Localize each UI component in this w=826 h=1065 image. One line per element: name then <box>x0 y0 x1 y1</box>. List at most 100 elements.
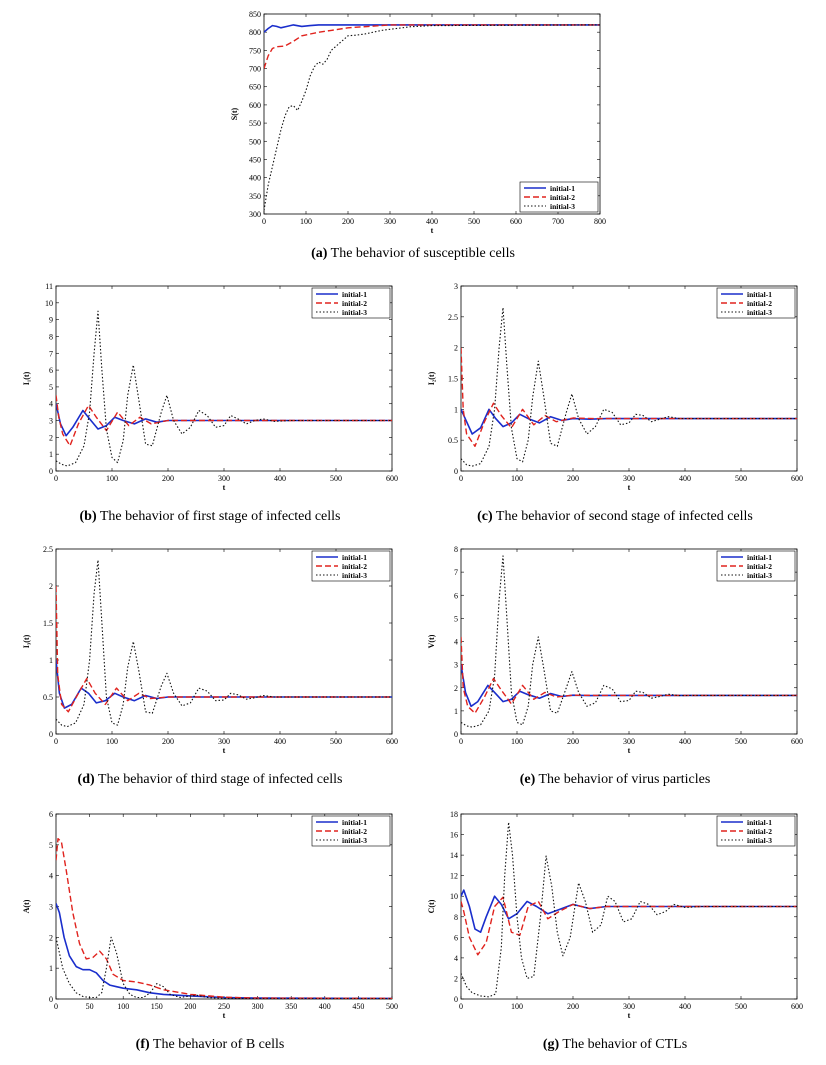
chart-b-ytick-label: 0 <box>49 467 53 476</box>
chart-c-series-initial-1 <box>461 408 797 435</box>
caption-e-text: The behavior of virus particles <box>538 772 711 787</box>
chart-a-xtick-label: 800 <box>594 217 606 226</box>
chart-d-xtick-label: 400 <box>274 737 286 746</box>
chart-e-xtick-label: 200 <box>567 737 579 746</box>
chart-g-xtick-label: 500 <box>735 1002 747 1011</box>
chart-c-xtick-label: 0 <box>459 474 463 483</box>
chart-e-xtick-label: 600 <box>791 737 803 746</box>
chart-g-ytick-label: 8 <box>454 913 458 922</box>
chart-b-ytick-label: 5 <box>49 383 53 392</box>
chart-g-ylabel: C(t) <box>427 899 436 913</box>
chart-a-svg: 0 100 200 300 400 500 600 700 800 300 350 400 450 500… <box>230 10 606 235</box>
chart-a-ytick-label: 800 <box>249 28 261 37</box>
chart-a-xtick-label: 500 <box>468 217 480 226</box>
chart-g-ytick-label: 10 <box>450 892 458 901</box>
caption-e-tag: (e) <box>519 772 536 787</box>
chart-f-xtick-label: 400 <box>319 1002 331 1011</box>
chart-c-xtick-label: 400 <box>679 474 691 483</box>
chart-b-ylabel: I₁(t) <box>22 371 31 385</box>
chart-d-ytick-label: 1.5 <box>43 619 53 628</box>
chart-a-ytick-label: 300 <box>249 210 261 219</box>
chart-b-ytick-label: 7 <box>49 349 53 358</box>
chart-g-xtick-label: 0 <box>459 1002 463 1011</box>
chart-g-ytick-label: 14 <box>450 851 458 860</box>
chart-b-ytick-label: 10 <box>45 299 53 308</box>
chart-d-ytick-label: 2 <box>49 582 53 591</box>
chart-c-ytick-label: 0 <box>454 467 458 476</box>
chart-d-series-initial-1 <box>56 659 392 709</box>
chart-b-ytick-label: 4 <box>49 400 53 409</box>
chart-e-ylabel: V(t) <box>427 634 436 648</box>
chart-panel-b: 0 100 200 300 400 500 600 0 1 2 3 4 5 6 7 8 9 10 11 t I₁(t) i… <box>20 280 400 495</box>
chart-f-xlabel: t <box>223 1011 226 1020</box>
chart-g-legend-label-initial-1: initial-1 <box>747 818 772 827</box>
chart-f-legend-label-initial-1: initial-1 <box>342 818 367 827</box>
caption-c: (c) The behavior of second stage of infe… <box>415 509 815 525</box>
caption-d-tag: (d) <box>77 772 95 787</box>
chart-a-xlabel: t <box>431 226 434 235</box>
chart-f-xtick-label: 200 <box>184 1002 196 1011</box>
chart-a-xtick-label: 100 <box>300 217 312 226</box>
chart-e-legend-label-initial-1: initial-1 <box>747 553 772 562</box>
chart-c-ytick-label: 1.5 <box>448 375 458 384</box>
chart-b-ytick-label: 3 <box>49 417 53 426</box>
chart-a-ylabel: S(t) <box>230 107 239 120</box>
chart-e-ytick-label: 4 <box>454 638 458 647</box>
chart-d-xtick-label: 200 <box>162 737 174 746</box>
chart-f-xtick-label: 100 <box>117 1002 129 1011</box>
chart-e-xtick-label: 0 <box>459 737 463 746</box>
chart-b-ytick-label: 2 <box>49 433 53 442</box>
chart-c-ytick-label: 2.5 <box>448 313 458 322</box>
chart-g-series-initial-1 <box>461 889 797 933</box>
chart-a-series-initial-1 <box>264 24 600 33</box>
chart-c-ytick-label: 1 <box>454 405 458 414</box>
chart-f-ytick-label: 5 <box>49 841 53 850</box>
chart-g-svg: 0 100 200 300 400 500 600 0 2 4 6 8 10 12 14 16 18 t C(t) i… <box>427 810 803 1020</box>
chart-f-xtick-label: 500 <box>386 1002 398 1011</box>
chart-a-xtick-label: 0 <box>262 217 266 226</box>
chart-a-ytick-label: 700 <box>249 65 261 74</box>
caption-b-text: The behavior of first stage of infected … <box>99 509 341 524</box>
chart-a-xtick-label: 700 <box>552 217 564 226</box>
chart-a-series-initial-3 <box>264 24 600 211</box>
chart-b-ytick-label: 8 <box>49 332 53 341</box>
chart-c-legend-label-initial-3: initial-3 <box>747 308 772 317</box>
caption-g-tag: (g) <box>542 1037 560 1052</box>
chart-d-xlabel: t <box>223 746 226 755</box>
chart-a-legend-label-initial-2: initial-2 <box>550 193 575 202</box>
chart-panel-c: 0 100 200 300 400 500 600 0 0.5 1 1.5 2 2.5 3 t I₂(t) in… <box>425 280 805 495</box>
chart-e-legend-label-initial-2: initial-2 <box>747 562 772 571</box>
chart-f-series-initial-1 <box>56 903 392 999</box>
chart-panel-e: 0 100 200 300 400 500 600 0 1 2 3 4 5 6 7 8 t V(t) initial… <box>425 543 805 758</box>
chart-a-ytick-label: 350 <box>249 192 261 201</box>
chart-c-legend-label-initial-2: initial-2 <box>747 299 772 308</box>
chart-c-xtick-label: 100 <box>511 474 523 483</box>
chart-a-ytick-label: 750 <box>249 46 261 55</box>
chart-a-legend-label-initial-1: initial-1 <box>550 184 575 193</box>
chart-e-ytick-label: 5 <box>454 614 458 623</box>
chart-a-ytick-label: 500 <box>249 137 261 146</box>
chart-f-xtick-label: 50 <box>86 1002 94 1011</box>
chart-f-xtick-label: 450 <box>352 1002 364 1011</box>
chart-f-svg: 0 50 100 150 200 250 300 350 400 450 500 0 1 2 3 4 5 6 t A(… <box>22 810 398 1020</box>
chart-g-ytick-label: 2 <box>454 974 458 983</box>
chart-e-ytick-label: 3 <box>454 661 458 670</box>
chart-g-legend-label-initial-3: initial-3 <box>747 836 772 845</box>
chart-b-xtick-label: 400 <box>274 474 286 483</box>
chart-c-legend-label-initial-1: initial-1 <box>747 290 772 299</box>
chart-d-xtick-label: 500 <box>330 737 342 746</box>
chart-b-xlabel: t <box>223 483 226 492</box>
chart-d-legend-label-initial-2: initial-2 <box>342 562 367 571</box>
caption-a: (a) The behavior of susceptible cells <box>0 246 826 262</box>
chart-f-ytick-label: 3 <box>49 903 53 912</box>
chart-e-xlabel: t <box>628 746 631 755</box>
chart-d-legend-label-initial-1: initial-1 <box>342 553 367 562</box>
chart-c-series-initial-2 <box>461 347 797 448</box>
chart-g-legend-label-initial-2: initial-2 <box>747 827 772 836</box>
chart-e-xtick-label: 400 <box>679 737 691 746</box>
chart-a-ytick-label: 450 <box>249 155 261 164</box>
chart-panel-g: 0 100 200 300 400 500 600 0 2 4 6 8 10 12 14 16 18 t C(t) i… <box>425 808 805 1023</box>
caption-a-tag: (a) <box>311 246 328 261</box>
chart-f-ylabel: A(t) <box>22 899 31 913</box>
chart-c-ytick-label: 0.5 <box>448 436 458 445</box>
